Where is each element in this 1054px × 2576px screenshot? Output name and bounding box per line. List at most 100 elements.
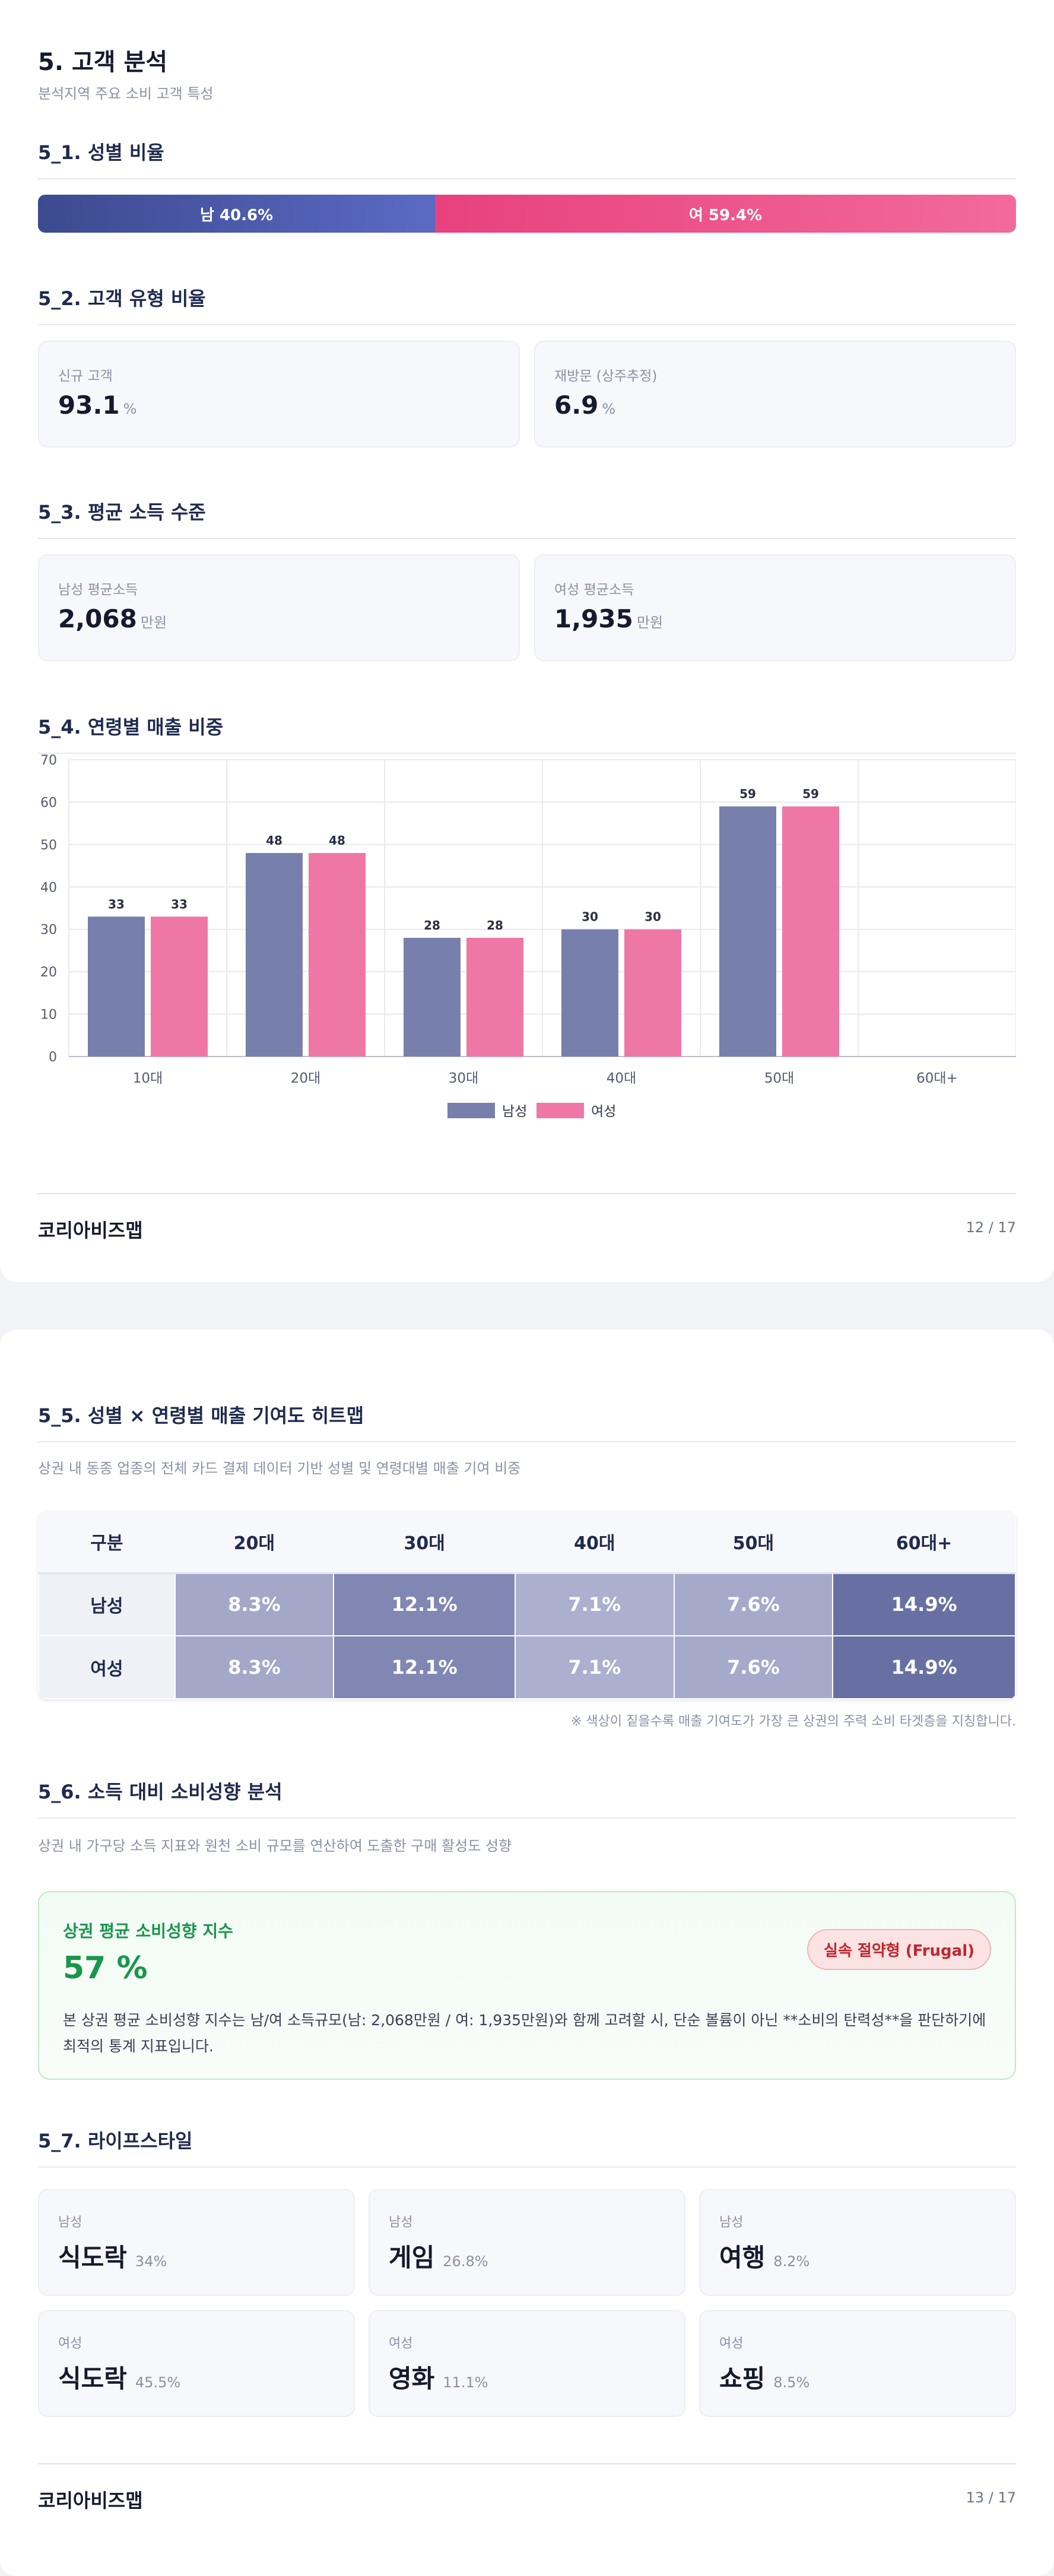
lifestyle-card: 남성 게임 26.8% [369, 2189, 685, 2296]
age-sales-bar-chart: 0 10 20 30 40 50 60 70 10대 33 33 20대 48 48 30대 28 28 40대 3… [40, 753, 1016, 1119]
gender-bar-female: 여 59.4% [435, 195, 1016, 233]
spending-index-value: 57 % [63, 1950, 148, 1986]
heatmap-description: 상권 내 동종 업종의 전체 카드 결제 데이터 기반 성별 및 연령대별 매출… [38, 1460, 521, 1477]
heatmap-cell: 12.1% [333, 1572, 516, 1636]
heatmap-col-header: 구분 [39, 1511, 175, 1574]
data-label: 28 [424, 918, 440, 932]
lifestyle-gender-label: 남성 [389, 2215, 413, 2230]
lifestyle-card: 여성 쇼핑 8.5% [699, 2310, 1016, 2417]
lifestyle-name: 게임 26.8% [389, 2243, 488, 2272]
income-level-heading: 5_3. 평균 소득 수준 [38, 497, 1016, 539]
heatmap-row-header: 남성 [38, 1572, 176, 1636]
heatmap-cell: 7.6% [673, 1572, 834, 1636]
heatmap-col-header: 40대 [515, 1511, 674, 1574]
heatmap-cell: 7.6% [673, 1635, 834, 1699]
age-sales-heading: 5_4. 연령별 매출 비중 [38, 712, 1016, 754]
bar-male [404, 938, 461, 1057]
page-number: 12 / 17 [966, 1219, 1016, 1236]
stat-label: 신규 고객 [58, 369, 113, 384]
footer-divider [38, 1193, 1016, 1194]
bar-male [561, 929, 618, 1057]
lifestyle-gender-label: 여성 [719, 2336, 744, 2351]
lifestyle-name: 영화 11.1% [389, 2364, 488, 2393]
gender-ratio-heading: 5_1. 성별 비율 [38, 138, 1016, 179]
x-tick-label: 40대 [607, 1071, 636, 1086]
lifestyle-card: 남성 식도락 34% [38, 2189, 355, 2296]
heatmap-table: 구분 20대 30대 40대 50대 60대+ 남성 8.3% 12.1% 7.… [38, 1511, 1016, 1699]
data-label: 30 [645, 910, 661, 924]
lifestyle-name: 여행 8.2% [719, 2243, 810, 2272]
stat-label: 재방문 (상주추정) [554, 369, 658, 384]
section-subtitle: 분석지역 주요 소비 고객 특성 [38, 85, 214, 102]
heatmap-col-header: 60대+ [833, 1511, 1015, 1574]
spending-type-badge: 실속 절약형 (Frugal) [807, 1929, 991, 1970]
stat-card-returning-customers: 재방문 (상주추정) 6.9% [534, 341, 1016, 448]
heatmap-cell: 7.1% [514, 1572, 675, 1636]
stat-value: 6.9% [554, 391, 616, 420]
data-label: 48 [329, 833, 345, 848]
heatmap-col-header: 50대 [674, 1511, 833, 1574]
lifestyle-heading: 5_7. 라이프스타일 [38, 2126, 1016, 2168]
lifestyle-card: 여성 식도락 45.5% [38, 2310, 355, 2417]
lifestyle-gender-label: 남성 [58, 2215, 82, 2230]
x-tick-label: 20대 [291, 1071, 320, 1086]
data-label: 59 [739, 787, 756, 801]
lifestyle-gender-label: 남성 [719, 2215, 744, 2230]
heatmap-note: ※ 색상이 짙을수록 매출 기여도가 가장 큰 상권의 주력 소비 타겟층을 지… [570, 1714, 1016, 1729]
footer-brand: 코리아비즈맵 [38, 2489, 143, 2512]
y-tick-label: 0 [49, 1050, 57, 1065]
y-tick-label: 70 [40, 753, 57, 768]
legend-swatch [447, 1103, 495, 1118]
spending-propensity-description: 상권 내 가구당 소득 지표와 원천 소비 규모를 연산하여 도출한 구매 활성… [38, 1838, 512, 1854]
bar-male [88, 916, 145, 1057]
heatmap-heading: 5_5. 성별 × 연령별 매출 기여도 히트맵 [38, 1401, 1016, 1442]
footer-divider [38, 2463, 1016, 2464]
data-label: 33 [108, 897, 125, 911]
spending-index-box: 상권 평균 소비성향 지수 57 % 실속 절약형 (Frugal) 본 상권 … [38, 1891, 1016, 2080]
customer-type-heading: 5_2. 고객 유형 비율 [38, 284, 1016, 325]
spending-index-text: 본 상권 평균 소비성향 지수는 남/여 소득규모(남: 2,068만원 / 여… [63, 2012, 986, 2055]
y-tick-label: 50 [40, 838, 57, 853]
lifestyle-gender-label: 여성 [58, 2336, 82, 2351]
heatmap-cell: 7.1% [514, 1635, 675, 1699]
data-label: 33 [171, 897, 188, 911]
heatmap-header-row: 구분 20대 30대 40대 50대 60대+ [39, 1511, 1015, 1574]
spending-propensity-heading: 5_6. 소득 대비 소비성향 분석 [38, 1777, 1016, 1819]
bar-female [466, 938, 523, 1057]
x-tick-label: 10대 [133, 1071, 163, 1086]
heatmap-col-header: 30대 [334, 1511, 515, 1574]
heatmap-row-female: 여성 8.3% 12.1% 7.1% 7.6% 14.9% [38, 1635, 1016, 1699]
report-page-13: 5_5. 성별 × 연령별 매출 기여도 히트맵 상권 내 동종 업종의 전체 … [0, 1330, 1054, 2576]
bar-female [309, 853, 366, 1057]
data-label: 28 [487, 918, 503, 932]
page-number: 13 / 17 [966, 2489, 1016, 2506]
section-title: 5. 고객 분석 [38, 49, 168, 76]
heatmap-cell: 14.9% [832, 1572, 1016, 1636]
y-tick-label: 20 [40, 965, 57, 980]
heatmap-row-male: 남성 8.3% 12.1% 7.1% 7.6% 14.9% [38, 1572, 1016, 1636]
heatmap-cell: 8.3% [174, 1635, 335, 1699]
lifestyle-name: 쇼핑 8.5% [719, 2364, 810, 2393]
lifestyle-name: 식도락 34% [58, 2243, 167, 2272]
footer-brand: 코리아비즈맵 [38, 1219, 143, 1242]
stat-label: 여성 평균소득 [554, 582, 634, 598]
legend-label: 남성 [502, 1104, 527, 1119]
stat-value: 1,935 만원 [554, 604, 663, 633]
bar-male [246, 853, 303, 1057]
lifestyle-name: 식도락 45.5% [58, 2364, 181, 2393]
stat-label: 남성 평균소득 [58, 582, 138, 598]
bar-female [624, 929, 681, 1057]
stat-value: 93.1% [58, 391, 137, 420]
y-tick-label: 10 [40, 1008, 57, 1023]
bar-male [719, 806, 776, 1057]
data-label: 30 [582, 910, 598, 924]
legend-label: 여성 [591, 1104, 616, 1119]
heatmap-cell: 8.3% [174, 1572, 335, 1636]
lifestyle-gender-label: 여성 [389, 2336, 413, 2351]
data-label: 48 [266, 833, 282, 848]
y-tick-label: 30 [40, 923, 57, 938]
report-page-12: 5. 고객 분석 분석지역 주요 소비 고객 특성 5_1. 성별 비율 남 4… [0, 0, 1054, 1282]
stat-card-female-income: 여성 평균소득 1,935 만원 [534, 554, 1016, 661]
data-label: 59 [802, 787, 819, 801]
bar-female [782, 806, 839, 1057]
